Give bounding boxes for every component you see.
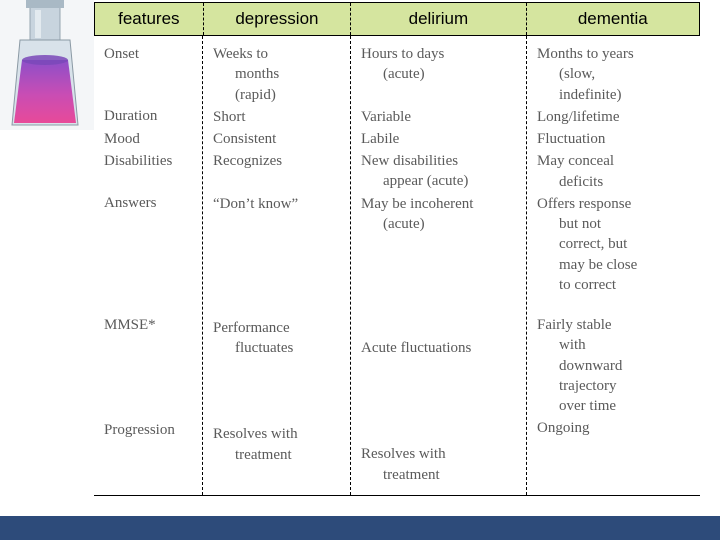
cell-answers-delirium: May be incoherent(acute) <box>361 194 518 235</box>
col-features: Onset Duration Mood Disabilities Answers… <box>94 36 202 495</box>
header-delirium: delirium <box>350 3 525 35</box>
table-body: Onset Duration Mood Disabilities Answers… <box>94 36 700 496</box>
flask-image <box>0 0 94 130</box>
table-header-row: features depression delirium dementia <box>94 2 700 36</box>
cell-onset-delirium: Hours to days(acute) <box>361 44 518 85</box>
cell-mood-depression: Consistent <box>213 129 342 149</box>
label-answers: Answers <box>104 193 194 213</box>
col-delirium: Hours to days(acute) Variable Labile New… <box>350 36 526 495</box>
header-dementia: dementia <box>526 3 699 35</box>
label-mmse: MMSE* <box>104 315 194 335</box>
cell-disabilities-depression: Recognizes <box>213 151 342 171</box>
cell-mmse-delirium: Acute fluctuations <box>361 338 518 358</box>
cell-answers-dementia: Offers responsebut notcorrect, butmay be… <box>537 194 692 295</box>
bottom-accent-bar <box>0 516 720 540</box>
cell-progression-dementia: Ongoing <box>537 418 692 438</box>
cell-duration-delirium: Variable <box>361 107 518 127</box>
cell-mmse-dementia: Fairly stablewithdownwardtrajectoryover … <box>537 315 692 416</box>
cell-duration-depression: Short <box>213 107 342 127</box>
cell-answers-depression: “Don’t know” <box>213 194 342 214</box>
col-depression: Weeks tomonths(rapid) Short Consistent R… <box>202 36 350 495</box>
cell-duration-dementia: Long/lifetime <box>537 107 692 127</box>
header-features: features <box>95 3 203 35</box>
cell-progression-delirium: Resolves withtreatment <box>361 444 518 485</box>
cell-disabilities-dementia: May concealdeficits <box>537 151 692 192</box>
cell-mood-delirium: Labile <box>361 129 518 149</box>
cell-disabilities-delirium: New disabilitiesappear (acute) <box>361 151 518 192</box>
cell-progression-depression: Resolves withtreatment <box>213 424 342 465</box>
label-onset: Onset <box>104 44 194 64</box>
cell-mood-dementia: Fluctuation <box>537 129 692 149</box>
label-disabilities: Disabilities <box>104 151 194 171</box>
label-mood: Mood <box>104 129 194 149</box>
header-depression: depression <box>203 3 351 35</box>
cell-onset-dementia: Months to years(slow,indefinite) <box>537 44 692 105</box>
label-progression: Progression <box>104 420 194 440</box>
comparison-table: features depression delirium dementia On… <box>94 2 700 496</box>
cell-onset-depression: Weeks tomonths(rapid) <box>213 44 342 105</box>
col-dementia: Months to years(slow,indefinite) Long/li… <box>526 36 700 495</box>
label-duration: Duration <box>104 106 194 126</box>
cell-mmse-depression: Performancefluctuates <box>213 318 342 359</box>
